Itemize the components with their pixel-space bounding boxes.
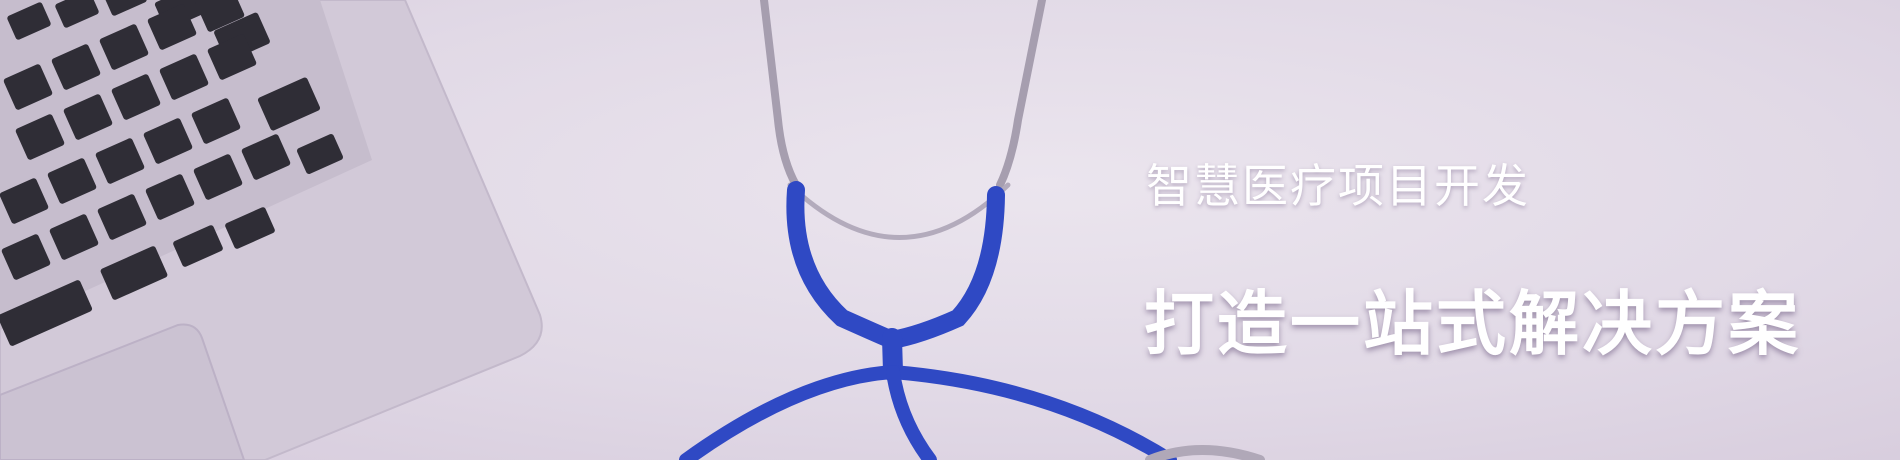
- banner-tagline: 打造一站式解决方案: [1144, 283, 1801, 365]
- keyboard-keys: [0, 0, 344, 346]
- laptop-image: [0, 0, 543, 460]
- banner-headline: 智慧医疗项目开发: [1146, 159, 1530, 213]
- stethoscope-image: [679, 0, 1265, 460]
